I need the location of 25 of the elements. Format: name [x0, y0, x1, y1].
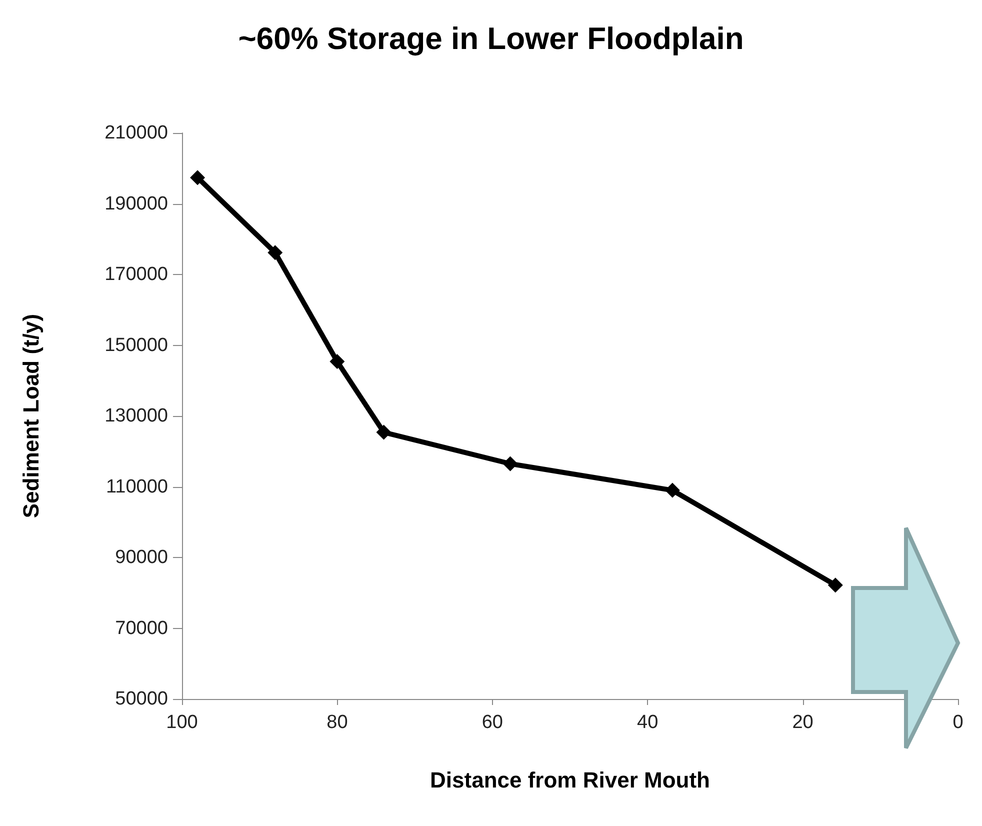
x-tick-label: 80	[326, 712, 348, 733]
y-tick-label: 210000	[104, 122, 168, 144]
point	[376, 424, 392, 440]
point	[190, 170, 206, 186]
point	[502, 456, 518, 472]
y-tick-label: 90000	[115, 547, 168, 568]
y-tick-label: 50000	[115, 688, 168, 710]
x-axis-title: Distance from River Mouth	[430, 768, 710, 792]
x-tick-label: 40	[637, 712, 658, 733]
y-axis-title: Sediment Load (t/y)	[18, 314, 44, 518]
point	[330, 354, 345, 370]
point	[268, 245, 283, 260]
y-tick-label: 150000	[104, 334, 168, 356]
y-tick-label: 170000	[104, 264, 168, 285]
y-tick-label: 190000	[104, 193, 168, 214]
x-tick-label: 100	[166, 712, 198, 733]
point	[664, 482, 680, 498]
y-tick-label: 70000	[115, 618, 168, 639]
x-tick-label: 20	[792, 712, 814, 733]
x-tick-label: 60	[482, 712, 503, 733]
point	[828, 578, 843, 593]
y-tick-label: 130000	[104, 406, 168, 426]
x-tick-label: 0	[952, 712, 964, 733]
chart-title: ~60% Storage in Lower Floodplain	[238, 21, 744, 56]
y-tick-label: 110000	[106, 476, 168, 498]
